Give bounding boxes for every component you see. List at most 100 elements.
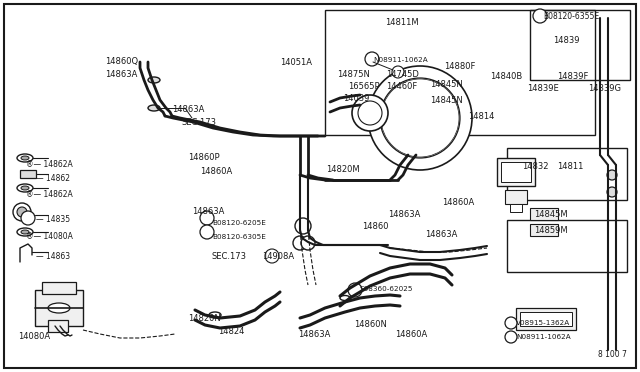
- Text: 14080A: 14080A: [18, 332, 50, 341]
- Circle shape: [352, 95, 388, 131]
- Text: 14832: 14832: [522, 162, 548, 171]
- Text: 14860A: 14860A: [395, 330, 428, 339]
- Bar: [510, 204, 522, 212]
- Circle shape: [607, 187, 617, 197]
- Text: B08120-6305E: B08120-6305E: [212, 234, 266, 240]
- Text: 14860N: 14860N: [354, 320, 387, 329]
- Ellipse shape: [17, 184, 33, 192]
- Bar: [20, 170, 36, 178]
- Text: — 14863: — 14863: [36, 252, 70, 261]
- Circle shape: [380, 78, 460, 158]
- Ellipse shape: [48, 303, 70, 313]
- Ellipse shape: [340, 295, 350, 301]
- Ellipse shape: [148, 105, 160, 111]
- Circle shape: [533, 9, 547, 23]
- Circle shape: [265, 249, 279, 263]
- Text: B08120-6355E: B08120-6355E: [543, 12, 599, 21]
- Text: 14863A: 14863A: [425, 230, 458, 239]
- Text: 14460F: 14460F: [386, 82, 417, 91]
- Circle shape: [21, 211, 35, 225]
- Circle shape: [368, 66, 472, 170]
- Text: 14839F: 14839F: [557, 72, 588, 81]
- Bar: [325, 10, 595, 135]
- Text: 14860A: 14860A: [442, 198, 474, 207]
- Ellipse shape: [21, 156, 29, 160]
- Bar: [505, 190, 527, 204]
- Ellipse shape: [209, 312, 221, 318]
- Text: 14880F: 14880F: [444, 62, 476, 71]
- Text: 14863A: 14863A: [298, 330, 330, 339]
- Text: 14820M: 14820M: [326, 165, 360, 174]
- Circle shape: [358, 101, 382, 125]
- Circle shape: [398, 96, 442, 140]
- Ellipse shape: [17, 228, 33, 236]
- Text: 14811: 14811: [557, 162, 584, 171]
- Text: 14824: 14824: [218, 327, 244, 336]
- Text: 14811M: 14811M: [385, 18, 419, 27]
- Circle shape: [384, 82, 456, 154]
- Bar: [530, 208, 558, 220]
- Text: 14845N: 14845N: [430, 96, 463, 105]
- Text: 14840B: 14840B: [490, 72, 522, 81]
- Text: 14860A: 14860A: [200, 167, 232, 176]
- Text: 14814: 14814: [468, 112, 494, 121]
- Text: 14820N: 14820N: [188, 314, 221, 323]
- Circle shape: [505, 317, 517, 329]
- Text: 8 100 7: 8 100 7: [598, 350, 627, 359]
- Bar: [48, 320, 68, 332]
- Text: 14875N: 14875N: [337, 70, 370, 79]
- Circle shape: [387, 85, 453, 151]
- Text: 16565P: 16565P: [348, 82, 380, 91]
- Text: 14845N: 14845N: [430, 80, 463, 89]
- Circle shape: [13, 203, 31, 221]
- Circle shape: [412, 110, 428, 126]
- Ellipse shape: [21, 186, 29, 190]
- Text: SEC.173: SEC.173: [181, 118, 216, 127]
- Ellipse shape: [148, 77, 160, 83]
- Circle shape: [348, 283, 362, 297]
- Text: S08360-62025: S08360-62025: [360, 286, 413, 292]
- Circle shape: [295, 218, 311, 234]
- Text: 14839E: 14839E: [527, 84, 559, 93]
- Text: 14908A: 14908A: [262, 252, 294, 261]
- Text: 14863A: 14863A: [192, 207, 225, 216]
- Circle shape: [293, 236, 307, 250]
- Text: 14860Q: 14860Q: [105, 57, 138, 66]
- Text: 14839G: 14839G: [588, 84, 621, 93]
- Text: — 14835: — 14835: [36, 215, 70, 224]
- Circle shape: [381, 79, 459, 157]
- Bar: [42, 282, 76, 294]
- Bar: [507, 148, 627, 200]
- Text: B08120-6205E: B08120-6205E: [212, 220, 266, 226]
- Text: 14863A: 14863A: [388, 210, 420, 219]
- Circle shape: [200, 211, 214, 225]
- Text: 14860: 14860: [362, 222, 388, 231]
- Circle shape: [392, 66, 404, 78]
- Text: V08915-1362A: V08915-1362A: [516, 320, 570, 326]
- Text: 14839: 14839: [553, 36, 579, 45]
- Circle shape: [607, 170, 617, 180]
- Text: 14845M: 14845M: [534, 210, 568, 219]
- Circle shape: [301, 236, 315, 250]
- Bar: [520, 312, 572, 326]
- Text: 14863A: 14863A: [172, 105, 204, 114]
- Text: N08911-1062A: N08911-1062A: [516, 334, 571, 340]
- Text: SEC.173: SEC.173: [212, 252, 247, 261]
- Text: 14863A: 14863A: [105, 70, 138, 79]
- Bar: [497, 158, 535, 186]
- Text: 14745D: 14745D: [386, 70, 419, 79]
- Bar: [530, 10, 630, 80]
- Text: ®— 14080A: ®— 14080A: [26, 232, 73, 241]
- Bar: [530, 224, 558, 236]
- Bar: [35, 290, 83, 326]
- Text: ®— 14862A: ®— 14862A: [26, 190, 73, 199]
- Bar: [507, 220, 627, 272]
- Text: 14860P: 14860P: [188, 153, 220, 162]
- Text: N08911-1062A: N08911-1062A: [373, 57, 428, 63]
- Text: ®— 14862A: ®— 14862A: [26, 160, 73, 169]
- Text: 14051A: 14051A: [280, 58, 312, 67]
- Text: 14859M: 14859M: [534, 226, 568, 235]
- Ellipse shape: [17, 154, 33, 162]
- Circle shape: [200, 225, 214, 239]
- Circle shape: [17, 207, 27, 217]
